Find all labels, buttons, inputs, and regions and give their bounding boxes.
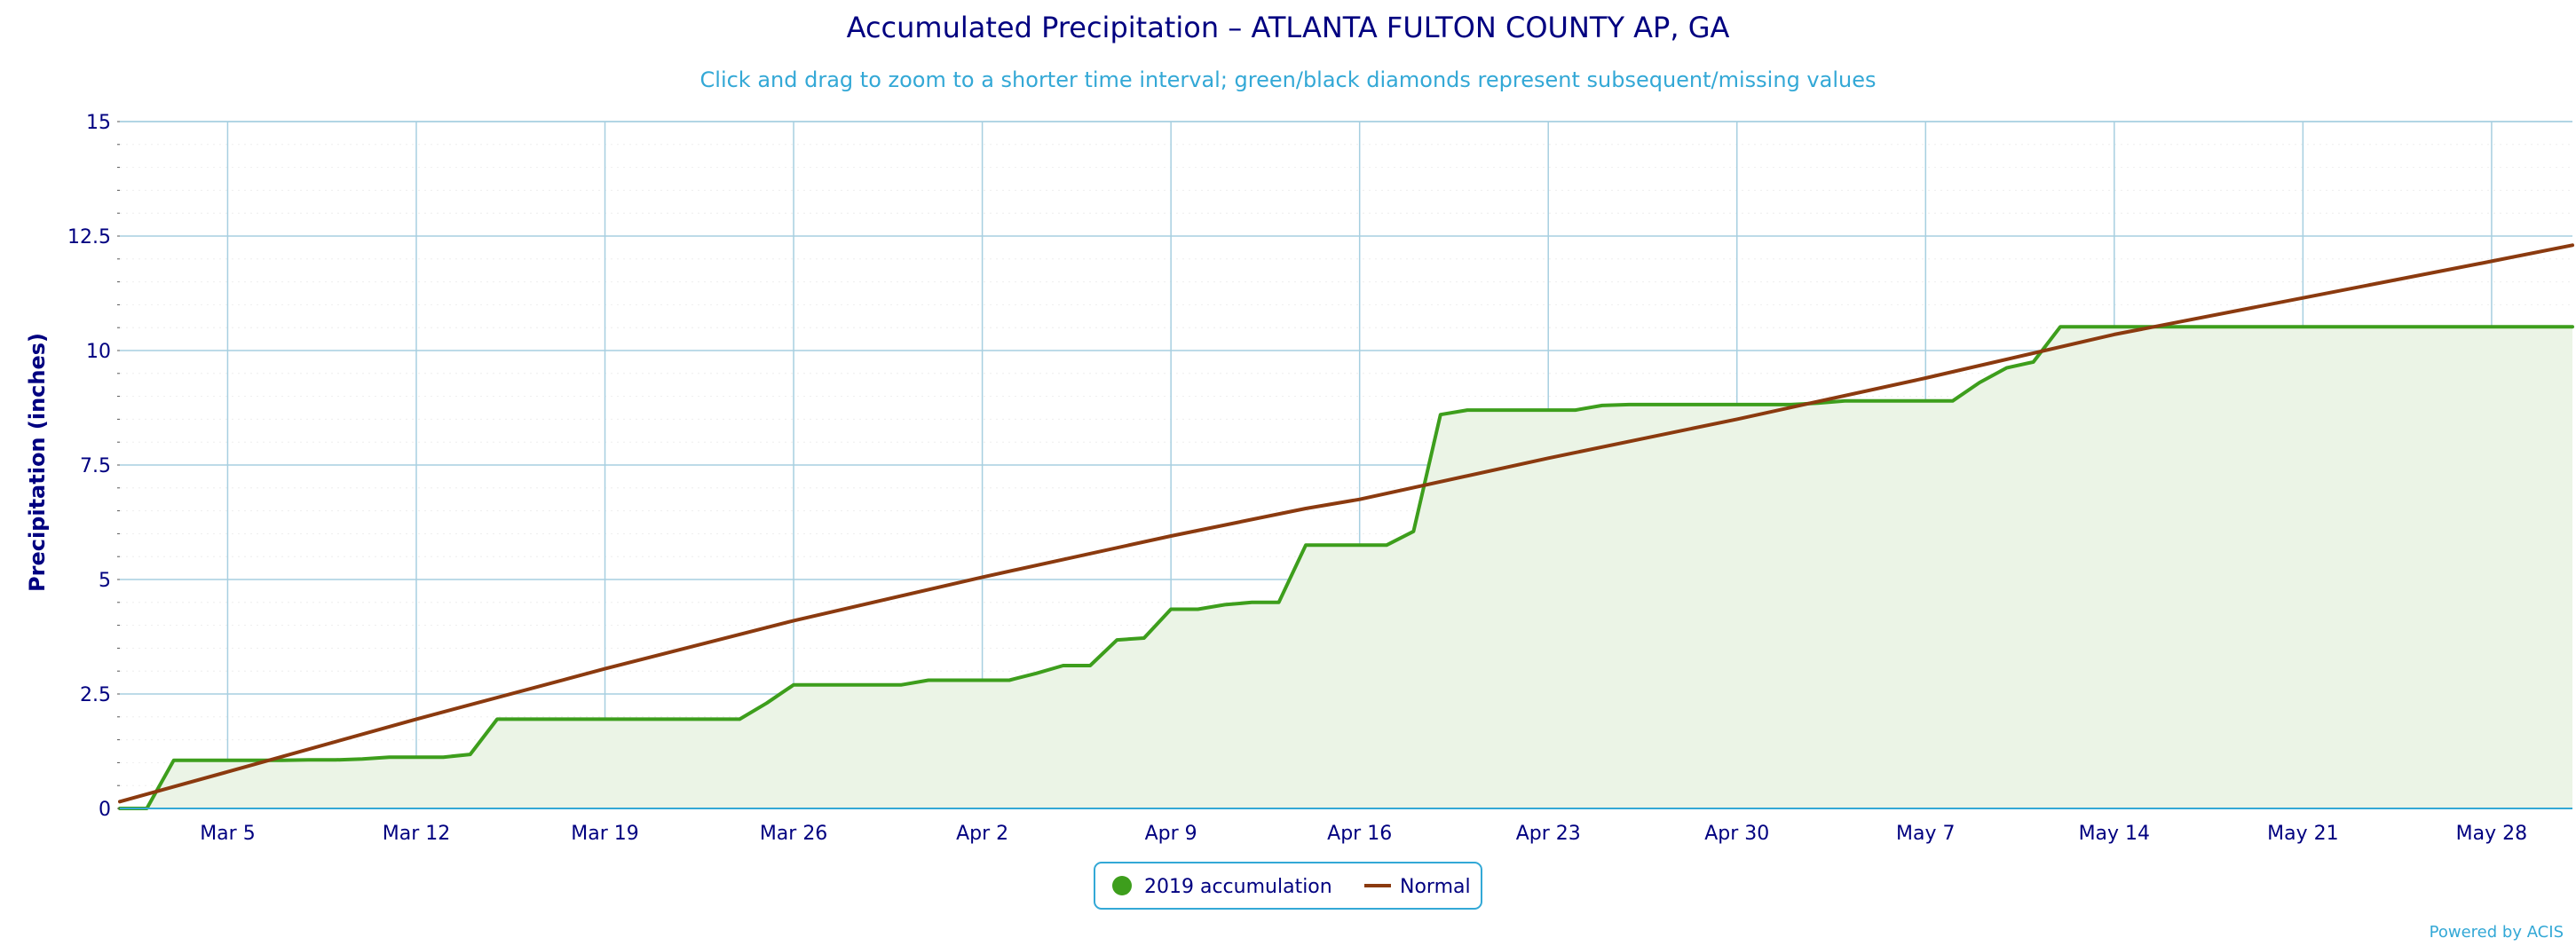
y-tick-label: 2.5 <box>80 684 111 706</box>
x-tick-label: Mar 12 <box>383 823 451 845</box>
x-tick-label: Apr 16 <box>1327 823 1392 845</box>
x-tick-label: Mar 19 <box>571 823 639 845</box>
x-tick-label: May 21 <box>2267 823 2338 845</box>
axes: 0 2.5 5 7.5 10 12.5 15 Mar 5 Mar 12 Mar 19 Mar 26 A… <box>67 112 2572 845</box>
legend[interactable]: 2019 accumulation Normal <box>1094 862 1482 910</box>
chart-subtitle: Click and drag to zoom to a shorter time… <box>700 67 1877 92</box>
y-tick-label: 12.5 <box>67 226 111 248</box>
series-lines <box>118 243 2574 810</box>
y-tick-label: 5 <box>99 570 111 592</box>
x-tick-label: Apr 2 <box>956 823 1008 845</box>
y-tick-label: 0 <box>99 799 111 821</box>
series-line-normal <box>118 243 2574 804</box>
series-line-2019-accumulation <box>118 325 2574 810</box>
y-tick-label: 10 <box>86 341 111 363</box>
x-tick-label: Mar 5 <box>200 823 256 845</box>
legend-label-normal: Normal <box>1400 876 1471 898</box>
y-tick-label: 15 <box>86 112 111 134</box>
x-tick-label: Apr 9 <box>1145 823 1197 845</box>
legend-box <box>1094 862 1482 910</box>
credits-link[interactable]: Powered by ACIS <box>2430 923 2564 942</box>
accumulation-area <box>120 327 2572 808</box>
legend-label-2019-accumulation: 2019 accumulation <box>1144 876 1332 898</box>
plot-area[interactable] <box>120 327 2572 808</box>
x-tick-label: May 28 <box>2456 823 2527 845</box>
x-tick-label: Apr 23 <box>1516 823 1581 845</box>
x-tick-label: Apr 30 <box>1704 823 1769 845</box>
y-tick-label: 7.5 <box>80 455 111 477</box>
chart-title: Accumulated Precipitation – ATLANTA FULT… <box>847 11 1730 44</box>
x-tick-label: Mar 26 <box>760 823 828 845</box>
y-axis-label: Precipitation (inches) <box>25 333 50 592</box>
legend-item-normal[interactable]: Normal <box>1364 876 1471 898</box>
legend-item-2019-accumulation[interactable]: 2019 accumulation <box>1112 876 1332 898</box>
x-tick-label: May 14 <box>2079 823 2150 845</box>
x-tick-label: May 7 <box>1896 823 1955 845</box>
legend-marker-2019-accumulation <box>1112 876 1132 895</box>
